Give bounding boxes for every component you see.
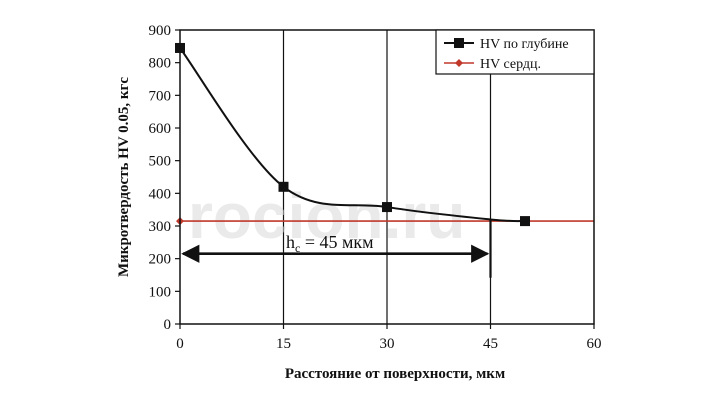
y-axis-title: Микротвердость HV 0.05, кгс: [116, 77, 132, 277]
tick-label-x: 45: [483, 336, 498, 352]
tick-label-y: 200: [149, 252, 172, 268]
legend-swatch-marker-1: [454, 38, 464, 48]
tick-label-x: 15: [276, 336, 291, 352]
tick-label-y: 500: [149, 154, 172, 170]
legend-box: [435, 29, 595, 75]
tick-label-x: 30: [380, 336, 395, 352]
tick-label-y: 400: [149, 186, 172, 202]
series-marker-hardness-depth: [278, 181, 289, 192]
series-marker-hardness-depth: [520, 216, 530, 227]
series-line-hardness-depth: [179, 47, 526, 223]
legend-label-hardness-depth: HV по глубине: [480, 37, 569, 52]
tick-label-y: 800: [149, 56, 172, 72]
legend-swatch-marker-2: [455, 59, 463, 67]
axes: 0 15 30 45 600100200300400500600700800900Рас…: [116, 23, 602, 382]
tick-label-x: 0: [176, 336, 184, 352]
series-marker-hardness-depth: [382, 202, 392, 213]
tick-label-x: 60: [587, 336, 602, 352]
legend-label-core-hardness: HV сердц.: [480, 57, 541, 72]
annotation-hc: hc = 45 мкм: [286, 232, 374, 255]
tick-label-y: 900: [149, 23, 172, 39]
x-axis-title: Расстояние от поверхности, мкм: [285, 366, 505, 382]
watermark-text: rocion.ru: [188, 180, 465, 252]
annotation-layer: hc = 45 мкм: [181, 219, 492, 278]
tick-label-y: 0: [164, 317, 172, 333]
tick-label-y: 700: [149, 88, 172, 104]
tick-label-y: 100: [149, 284, 172, 300]
tick-label-y: 600: [149, 121, 172, 137]
watermark-layer: rocion.ru: [188, 180, 465, 252]
tick-label-y: 300: [149, 219, 172, 235]
legend: HV по глубине HV сердц.: [435, 29, 595, 75]
